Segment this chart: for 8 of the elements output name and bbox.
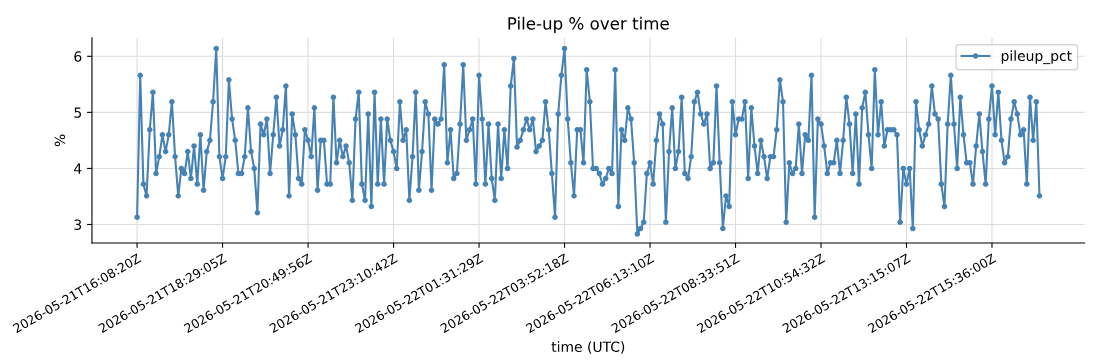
y-axis-title: % xyxy=(54,134,66,147)
x-axis-title: time (UTC) xyxy=(551,341,625,354)
chart-title: Pile-up % over time xyxy=(508,16,669,33)
legend-label: pileup_pct xyxy=(1001,50,1072,65)
y-tick-label: 5 xyxy=(74,107,82,118)
y-tick-label: 6 xyxy=(74,51,82,62)
y-tick-label: 4 xyxy=(74,163,82,174)
y-tick-label: 3 xyxy=(74,219,82,230)
